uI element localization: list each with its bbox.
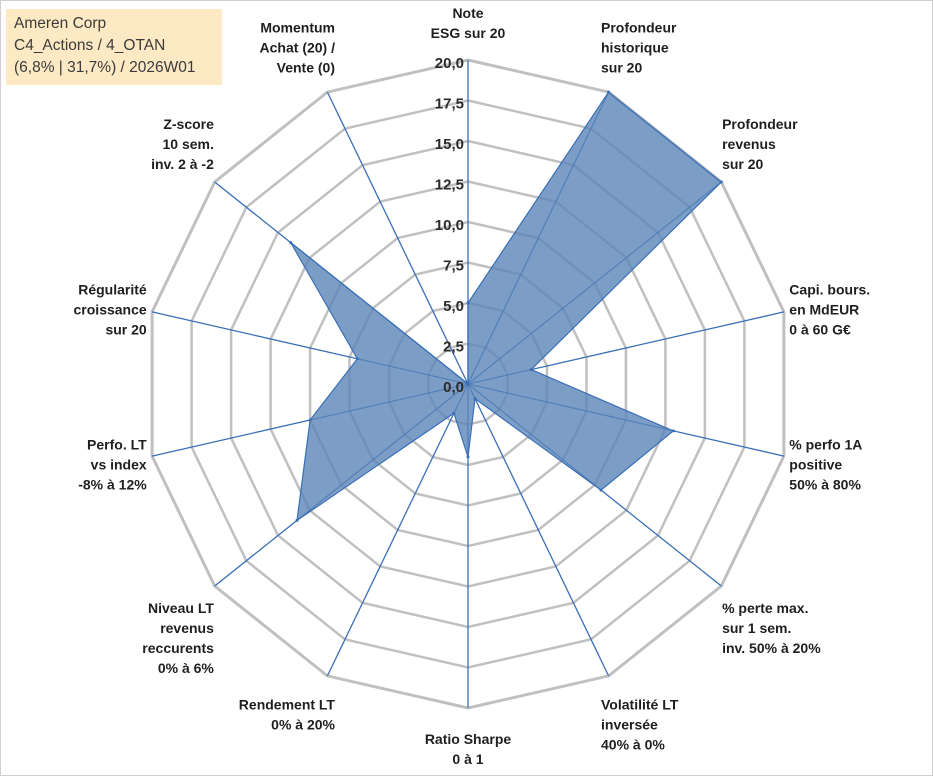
category-label: Ratio Sharpe 0 à 1 (425, 731, 512, 767)
category-label-line: ESG sur 20 (431, 25, 506, 41)
category-label-line: inv. 50% à 20% (722, 640, 821, 656)
category-label-line: Volatilité LT (601, 697, 679, 713)
category-label-line: 0% à 20% (271, 717, 335, 733)
category-label-line: positive (789, 456, 842, 472)
category-label-line: Capi. bours. (789, 282, 870, 298)
data-point (473, 397, 477, 401)
data-point (466, 382, 470, 386)
data-point (466, 301, 470, 305)
category-label-line: Z-score (163, 116, 214, 132)
category-label: Capi. bours. en MdEUR 0 à 60 G€ (789, 282, 870, 338)
category-label-line: 0% à 6% (158, 660, 215, 676)
data-point (289, 241, 293, 245)
category-label-line: croissance (74, 302, 147, 318)
data-point (671, 429, 675, 433)
category-label-line: vs index (91, 456, 147, 472)
category-label-line: 0 à 1 (452, 751, 483, 767)
category-label-line: Vente (0) (277, 60, 335, 76)
category-label: Volatilité LT inversée 40% à 0% (601, 697, 679, 753)
data-point (607, 90, 611, 94)
category-label-line: Momentum (260, 20, 335, 36)
category-label-line: revenus (160, 620, 214, 636)
data-point (355, 357, 359, 361)
tick-label: 12,5 (435, 177, 464, 194)
category-label: % perfo 1A positive 50% à 80% (789, 436, 862, 492)
category-label-line: Profondeur (722, 116, 798, 132)
info-box: Ameren Corp C4_Actions / 4_OTAN (6,8% | … (6, 9, 222, 85)
tick-label: 20,0 (435, 55, 464, 72)
category-label-line: Ratio Sharpe (425, 731, 512, 747)
category-label: Momentum Achat (20) / Vente (0) (260, 20, 336, 76)
category-label-line: 40% à 0% (601, 737, 665, 753)
data-point (466, 455, 470, 459)
category-label-line: % perfo 1A (789, 436, 862, 452)
spoke-line (326, 91, 469, 385)
category-label: Régularité croissance sur 20 (74, 282, 147, 338)
tick-label: 15,0 (435, 136, 464, 153)
category-label-line: Achat (20) / (260, 40, 336, 56)
category-label: Note ESG sur 20 (431, 5, 506, 41)
radial-tick-labels: 0,0 2,5 5,0 7,5 10,0 12,5 15,0 17,5 20,0 (435, 55, 464, 396)
category-label-line: en MdEUR (789, 302, 859, 318)
category-label-line: revenus (722, 136, 776, 152)
category-label: Profondeur revenus sur 20 (722, 116, 798, 172)
data-point (529, 368, 533, 372)
info-company: Ameren Corp (14, 15, 107, 32)
data-point (308, 418, 312, 422)
category-label-line: inv. 2 à -2 (151, 156, 214, 172)
category-label: Rendement LT 0% à 20% (239, 697, 336, 733)
tick-label: 2,5 (443, 339, 464, 356)
category-label: % perte max. sur 1 sem. inv. 50% à 20% (722, 600, 821, 656)
data-point (452, 411, 456, 415)
data-point (719, 180, 723, 184)
category-label: Profondeur historique sur 20 (601, 20, 677, 76)
category-label-line: 50% à 80% (789, 476, 861, 492)
tick-label: 5,0 (443, 298, 464, 315)
category-label-line: 0 à 60 G€ (789, 322, 851, 338)
category-label-line: inversée (601, 717, 658, 733)
data-point (599, 488, 603, 492)
category-label-line: Perfo. LT (87, 436, 147, 452)
category-label-line: 10 sem. (163, 136, 214, 152)
category-label-line: % perte max. (722, 600, 808, 616)
tick-label: 10,0 (435, 217, 464, 234)
category-label-line: sur 20 (601, 60, 642, 76)
category-label-line: sur 1 sem. (722, 620, 791, 636)
tick-label: 7,5 (443, 258, 464, 275)
category-label-line: Rendement LT (239, 697, 336, 713)
category-label-line: Régularité (78, 282, 147, 298)
info-category: C4_Actions / 4_OTAN (14, 37, 166, 54)
category-label-line: Note (452, 5, 483, 21)
category-label-line: sur 20 (105, 322, 146, 338)
category-labels: Note ESG sur 20 Profondeur historique sur 20… (74, 5, 871, 767)
category-label-line: Niveau LT (148, 600, 214, 616)
category-label-line: reccurents (142, 640, 214, 656)
tick-label: 0,0 (443, 379, 464, 396)
category-label-line: Profondeur (601, 20, 677, 36)
category-label-line: -8% à 12% (78, 476, 147, 492)
info-stats: (6,8% | 31,7%) / 2026W01 (14, 59, 196, 76)
spoke-line (467, 383, 610, 677)
data-point (295, 518, 299, 522)
category-label: Perfo. LT vs index -8% à 12% (78, 436, 147, 492)
spoke-line (326, 383, 469, 677)
category-label: Z-score 10 sem. inv. 2 à -2 (151, 116, 214, 172)
category-label: Niveau LT revenus reccurents 0% à 6% (142, 600, 214, 676)
tick-label: 17,5 (435, 96, 464, 113)
radar-series (289, 90, 723, 522)
category-label-line: sur 20 (722, 156, 763, 172)
category-label-line: historique (601, 40, 669, 56)
